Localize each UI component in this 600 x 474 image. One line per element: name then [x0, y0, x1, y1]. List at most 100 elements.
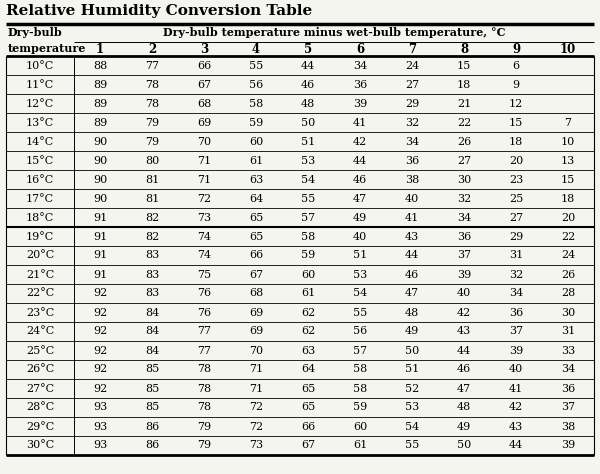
Text: 10: 10: [560, 43, 576, 56]
Text: 6: 6: [356, 43, 364, 56]
Text: 18: 18: [561, 193, 575, 203]
Text: 71: 71: [197, 155, 211, 165]
Text: 42: 42: [457, 308, 471, 318]
Text: 76: 76: [197, 289, 211, 299]
Text: 53: 53: [353, 270, 367, 280]
Text: 57: 57: [353, 346, 367, 356]
Text: 38: 38: [561, 421, 575, 431]
Text: 66: 66: [197, 61, 211, 71]
Text: 18: 18: [457, 80, 471, 90]
Text: 83: 83: [145, 270, 159, 280]
Text: 39: 39: [561, 440, 575, 450]
Text: 81: 81: [145, 193, 159, 203]
Text: 36: 36: [457, 231, 471, 241]
Text: 56: 56: [353, 327, 367, 337]
Text: 18: 18: [509, 137, 523, 146]
Text: 72: 72: [197, 193, 211, 203]
Text: 30: 30: [561, 308, 575, 318]
Text: 10: 10: [561, 137, 575, 146]
Text: 86: 86: [145, 421, 159, 431]
Text: 66: 66: [301, 421, 315, 431]
Text: 22°C: 22°C: [26, 289, 54, 299]
Text: 44: 44: [457, 346, 471, 356]
Text: temperature: temperature: [8, 43, 86, 54]
Text: 29°C: 29°C: [26, 421, 54, 431]
Text: 56: 56: [249, 80, 263, 90]
Text: 44: 44: [301, 61, 315, 71]
Text: 48: 48: [457, 402, 471, 412]
Text: 59: 59: [353, 402, 367, 412]
Text: 42: 42: [509, 402, 523, 412]
Text: 28: 28: [561, 289, 575, 299]
Text: 58: 58: [353, 365, 367, 374]
Text: 67: 67: [249, 270, 263, 280]
Text: 32: 32: [405, 118, 419, 128]
Text: 58: 58: [353, 383, 367, 393]
Text: 37: 37: [457, 250, 471, 261]
Text: 71: 71: [249, 383, 263, 393]
Text: 78: 78: [197, 402, 211, 412]
Text: 93: 93: [93, 402, 107, 412]
Text: 37: 37: [509, 327, 523, 337]
Text: 25: 25: [509, 193, 523, 203]
Text: 78: 78: [197, 383, 211, 393]
Text: 50: 50: [405, 346, 419, 356]
Text: 49: 49: [353, 212, 367, 222]
Text: 1: 1: [96, 43, 104, 56]
Text: 83: 83: [145, 250, 159, 261]
Text: 37: 37: [561, 402, 575, 412]
Text: 58: 58: [301, 231, 315, 241]
Text: 43: 43: [405, 231, 419, 241]
Text: 85: 85: [145, 365, 159, 374]
Text: 89: 89: [93, 118, 107, 128]
Text: 62: 62: [301, 327, 315, 337]
Text: 34: 34: [353, 61, 367, 71]
Text: 62: 62: [301, 308, 315, 318]
Text: 32: 32: [457, 193, 471, 203]
Text: 3: 3: [200, 43, 208, 56]
Text: 73: 73: [197, 212, 211, 222]
Text: 65: 65: [301, 383, 315, 393]
Text: 84: 84: [145, 346, 159, 356]
Text: 53: 53: [301, 155, 315, 165]
Text: 71: 71: [249, 365, 263, 374]
Text: 52: 52: [405, 383, 419, 393]
Text: 61: 61: [301, 289, 315, 299]
Text: 72: 72: [249, 421, 263, 431]
Text: 24: 24: [561, 250, 575, 261]
Text: 49: 49: [405, 327, 419, 337]
Text: 59: 59: [249, 118, 263, 128]
Text: 11°C: 11°C: [26, 80, 54, 90]
Text: Dry-bulb temperature minus wet-bulb temperature, °C: Dry-bulb temperature minus wet-bulb temp…: [163, 27, 505, 38]
Text: 93: 93: [93, 440, 107, 450]
Text: 84: 84: [145, 327, 159, 337]
Text: 47: 47: [353, 193, 367, 203]
Text: 36: 36: [353, 80, 367, 90]
Text: 67: 67: [301, 440, 315, 450]
Text: 7: 7: [408, 43, 416, 56]
Text: 50: 50: [301, 118, 315, 128]
Text: 63: 63: [301, 346, 315, 356]
Text: 57: 57: [301, 212, 315, 222]
Text: 54: 54: [301, 174, 315, 184]
Text: 22: 22: [561, 231, 575, 241]
Text: 42: 42: [353, 137, 367, 146]
Text: 29: 29: [405, 99, 419, 109]
Text: 69: 69: [197, 118, 211, 128]
Text: 21°C: 21°C: [26, 270, 54, 280]
Text: 84: 84: [145, 308, 159, 318]
Text: 55: 55: [249, 61, 263, 71]
Text: 51: 51: [353, 250, 367, 261]
Text: 59: 59: [301, 250, 315, 261]
Text: 64: 64: [301, 365, 315, 374]
Text: 17°C: 17°C: [26, 193, 54, 203]
Text: 31: 31: [561, 327, 575, 337]
Text: 65: 65: [249, 212, 263, 222]
Text: Dry-bulb: Dry-bulb: [8, 27, 63, 38]
Text: 15: 15: [457, 61, 471, 71]
Text: 78: 78: [145, 99, 159, 109]
Text: 71: 71: [197, 174, 211, 184]
Text: 34: 34: [561, 365, 575, 374]
Text: 82: 82: [145, 231, 159, 241]
Text: 2: 2: [148, 43, 156, 56]
